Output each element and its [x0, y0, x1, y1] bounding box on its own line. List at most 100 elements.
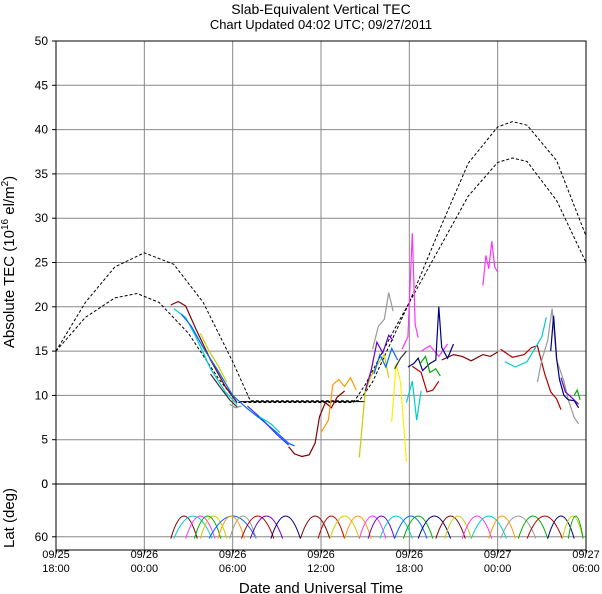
lat-track-arc: [299, 515, 331, 539]
tec-series-line: [358, 353, 390, 458]
tec-series-line: [504, 317, 547, 368]
tec-series-line: [210, 373, 238, 408]
x-tick-time: 12:00: [307, 563, 335, 575]
lat-track-arc: [249, 515, 284, 539]
x-tick-time: 06:00: [572, 563, 600, 575]
y-axis-label-unit: el/m: [1, 186, 18, 219]
x-tick-date: 09/27: [572, 549, 600, 561]
y-axis-label-close: ): [1, 176, 18, 181]
tec-series-line: [405, 381, 422, 421]
x-tick-date: 09/26: [396, 549, 424, 561]
lat-track-arc: [394, 515, 428, 539]
lat-track-arc: [500, 515, 537, 539]
lat-tracks: [170, 515, 584, 539]
tec-series-line: [482, 241, 499, 286]
chart-subtitle: Chart Updated 04:02 UTC; 09/27/2011: [210, 17, 432, 32]
tec-series-line: [441, 351, 499, 362]
x-tick-time: 06:00: [219, 563, 247, 575]
tec-series-line: [170, 300, 238, 403]
lat-track-arc: [402, 515, 434, 539]
chart-title: Slab-Equivalent Vertical TEC: [231, 1, 411, 17]
lat-track-arc: [193, 515, 222, 539]
tec-series-line: [288, 390, 345, 458]
x-tick-date: 09/26: [307, 549, 335, 561]
main-plot-panel: 0 5 10 15 20 25 30 35 40 45 50: [35, 34, 587, 491]
tec-series-line: [180, 313, 295, 447]
x-tick-date: 09/27: [484, 549, 512, 561]
lat-track-arc: [517, 515, 549, 539]
lat-track-arc: [567, 515, 584, 539]
lat-track-arc: [444, 515, 472, 539]
lat-track-arc: [241, 515, 275, 539]
lat-track-arc: [317, 515, 346, 539]
tec-series-line: [573, 388, 581, 400]
y-tick-label: 40: [35, 123, 49, 137]
tec-series-line: [173, 308, 238, 405]
envelope-dashed-curve: [55, 121, 587, 402]
y-tick-label: 35: [35, 167, 49, 181]
lat-track-arc: [199, 515, 228, 539]
latitude-panel: 0 60: [35, 477, 587, 551]
tec-series-line: [500, 345, 562, 410]
y-tick-label: 45: [35, 78, 49, 92]
lat-track-arc: [435, 515, 466, 539]
tec-series-line: [229, 403, 242, 409]
y-axis-label-exp2: 2: [0, 180, 11, 186]
envelope-curves: [55, 121, 587, 403]
tec-series-line: [246, 405, 290, 446]
y-axis-label-main: Absolute TEC (10: [1, 230, 18, 348]
y-tick-label: 25: [35, 256, 49, 270]
tec-series-line: [394, 350, 407, 370]
y-tick-label: 0: [41, 477, 48, 491]
lat-track-arc: [547, 515, 575, 539]
lat-track-arc: [526, 515, 563, 539]
tec-series-line: [407, 306, 455, 372]
y-axis-label: Absolute TEC (1016 el/m2): [0, 176, 18, 348]
tec-series-line: [364, 333, 394, 392]
y-tick-label: 5: [41, 433, 48, 447]
lat-tick-label: 0: [41, 477, 48, 491]
x-tick-date: 09/25: [42, 549, 70, 561]
envelope-dashed-curve: [55, 157, 587, 403]
x-tick-time: 18:00: [396, 563, 424, 575]
lat-track-arc: [185, 515, 216, 539]
tec-series-line: [411, 365, 440, 393]
lat-tick-label: 60: [35, 530, 49, 544]
y-tick-label: 50: [35, 34, 49, 48]
tec-series-line: [258, 416, 281, 434]
y-tick-label: 15: [35, 344, 49, 358]
x-axis-ticks: 09/25 18:00 09/26 00:00 09/26 06:00 09/26 12:00…: [42, 549, 600, 575]
x-axis-label: Date and Universal Time: [239, 580, 403, 594]
x-tick-date: 09/26: [131, 549, 159, 561]
x-tick-time: 18:00: [42, 563, 70, 575]
tec-series-line: [373, 346, 399, 375]
tec-series-line: [419, 355, 441, 377]
tec-series-line: [560, 377, 580, 405]
y-axis-label-exp: 16: [0, 218, 11, 230]
lat-track-arc: [329, 515, 360, 539]
tec-series-line: [391, 363, 407, 462]
y-tick-label: 30: [35, 211, 49, 225]
tec-series-line: [550, 315, 580, 409]
x-tick-date: 09/26: [219, 549, 247, 561]
main-grid: [56, 41, 586, 484]
tec-series-line: [320, 376, 357, 433]
lat-track-arc: [561, 515, 584, 539]
lat-axis-label: Lat (deg): [1, 488, 18, 548]
tec-series: [170, 233, 581, 462]
tec-series-line: [401, 233, 419, 350]
lat-track-arc: [170, 515, 198, 539]
tec-series-line: [199, 333, 228, 383]
lat-track-arc: [461, 515, 493, 539]
y-axis-ticks: 0 5 10 15 20 25 30 35 40 45 50: [35, 34, 56, 491]
y-tick-label: 10: [35, 388, 49, 402]
lat-track-arc: [344, 515, 372, 539]
lat-track-arc: [270, 515, 301, 539]
lat-grid: [56, 484, 586, 550]
tec-series-line: [371, 292, 394, 350]
lat-track-arc: [470, 515, 507, 539]
y-tick-label: 20: [35, 300, 49, 314]
lat-track-arc: [173, 515, 213, 539]
lat-track-arc: [367, 515, 396, 539]
